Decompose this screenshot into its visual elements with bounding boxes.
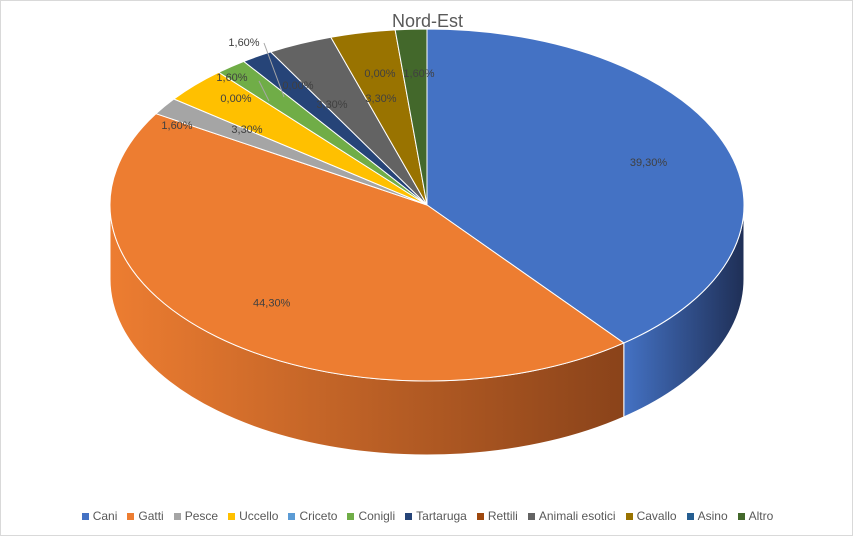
legend-item-asino: Asino [686,509,728,523]
legend-item-animali-esotici: Animali esotici [527,509,616,523]
legend-item-uccello: Uccello [228,509,278,523]
data-label-uccello: 3,30% [231,124,262,136]
legend-label: Conigli [358,509,396,523]
legend-item-cavallo: Cavallo [625,509,677,523]
legend-item-conigli: Conigli [347,509,395,523]
pie-slice-gatti [109,113,625,382]
legend-label: Tartaruga [416,509,467,523]
legend-item-cani: Cani [81,509,118,523]
legend-label: Animali esotici [538,509,616,523]
pie-slice-cani [426,28,745,344]
legend-label: Gatti [138,509,164,523]
leader-line-conigli [258,80,270,102]
data-label-asino: 0,00% [364,68,395,80]
legend-label: Cani [92,509,118,523]
data-label-rettili: 0,00% [282,80,313,92]
legend-item-pesce: Pesce [173,509,219,523]
data-label-cani: 39,30% [630,157,668,169]
legend-item-tartaruga: Tartaruga [405,509,467,523]
legend-swatch [228,512,236,520]
legend-swatch [527,512,535,520]
legend: Cani Gatti Pesce Uccello Criceto Conigli Tarta… [1,509,853,523]
legend-swatch [288,512,296,520]
legend-item-criceto: Criceto [288,509,337,523]
legend-label: Asino [697,509,728,523]
data-label-animali-esotici: 3,30% [316,99,347,111]
data-label-gatti: 44,30% [253,298,291,310]
legend-swatch [173,512,181,520]
legend-item-rettili: Rettili [476,509,518,523]
legend-swatch [127,512,135,520]
legend-swatch [81,512,89,520]
legend-label: Criceto [299,509,338,523]
legend-swatch [405,512,413,520]
pie-slice-altro [394,28,428,206]
data-label-tartaruga: 1,60% [228,37,259,49]
data-label-cavallo: 3,30% [365,93,396,105]
legend-swatch [737,512,745,520]
data-label-criceto: 0,00% [220,93,251,105]
data-label-pesce: 1,60% [161,120,192,132]
legend-swatch [686,512,694,520]
legend-item-altro: Altro [737,509,774,523]
legend-swatch [347,512,355,520]
legend-label: Pesce [184,509,219,523]
leader-line-tartaruga [263,42,285,98]
legend-swatch [625,512,633,520]
legend-swatch [476,512,484,520]
data-label-altro: 1,60% [403,68,434,80]
data-label-conigli: 1,60% [216,72,247,84]
legend-item-gatti: Gatti [127,509,164,523]
legend-label: Uccello [239,509,279,523]
legend-label: Cavallo [636,509,677,523]
legend-label: Altro [748,509,774,523]
legend-label: Rettili [487,509,518,523]
chart-title: Nord-Est [391,11,463,31]
